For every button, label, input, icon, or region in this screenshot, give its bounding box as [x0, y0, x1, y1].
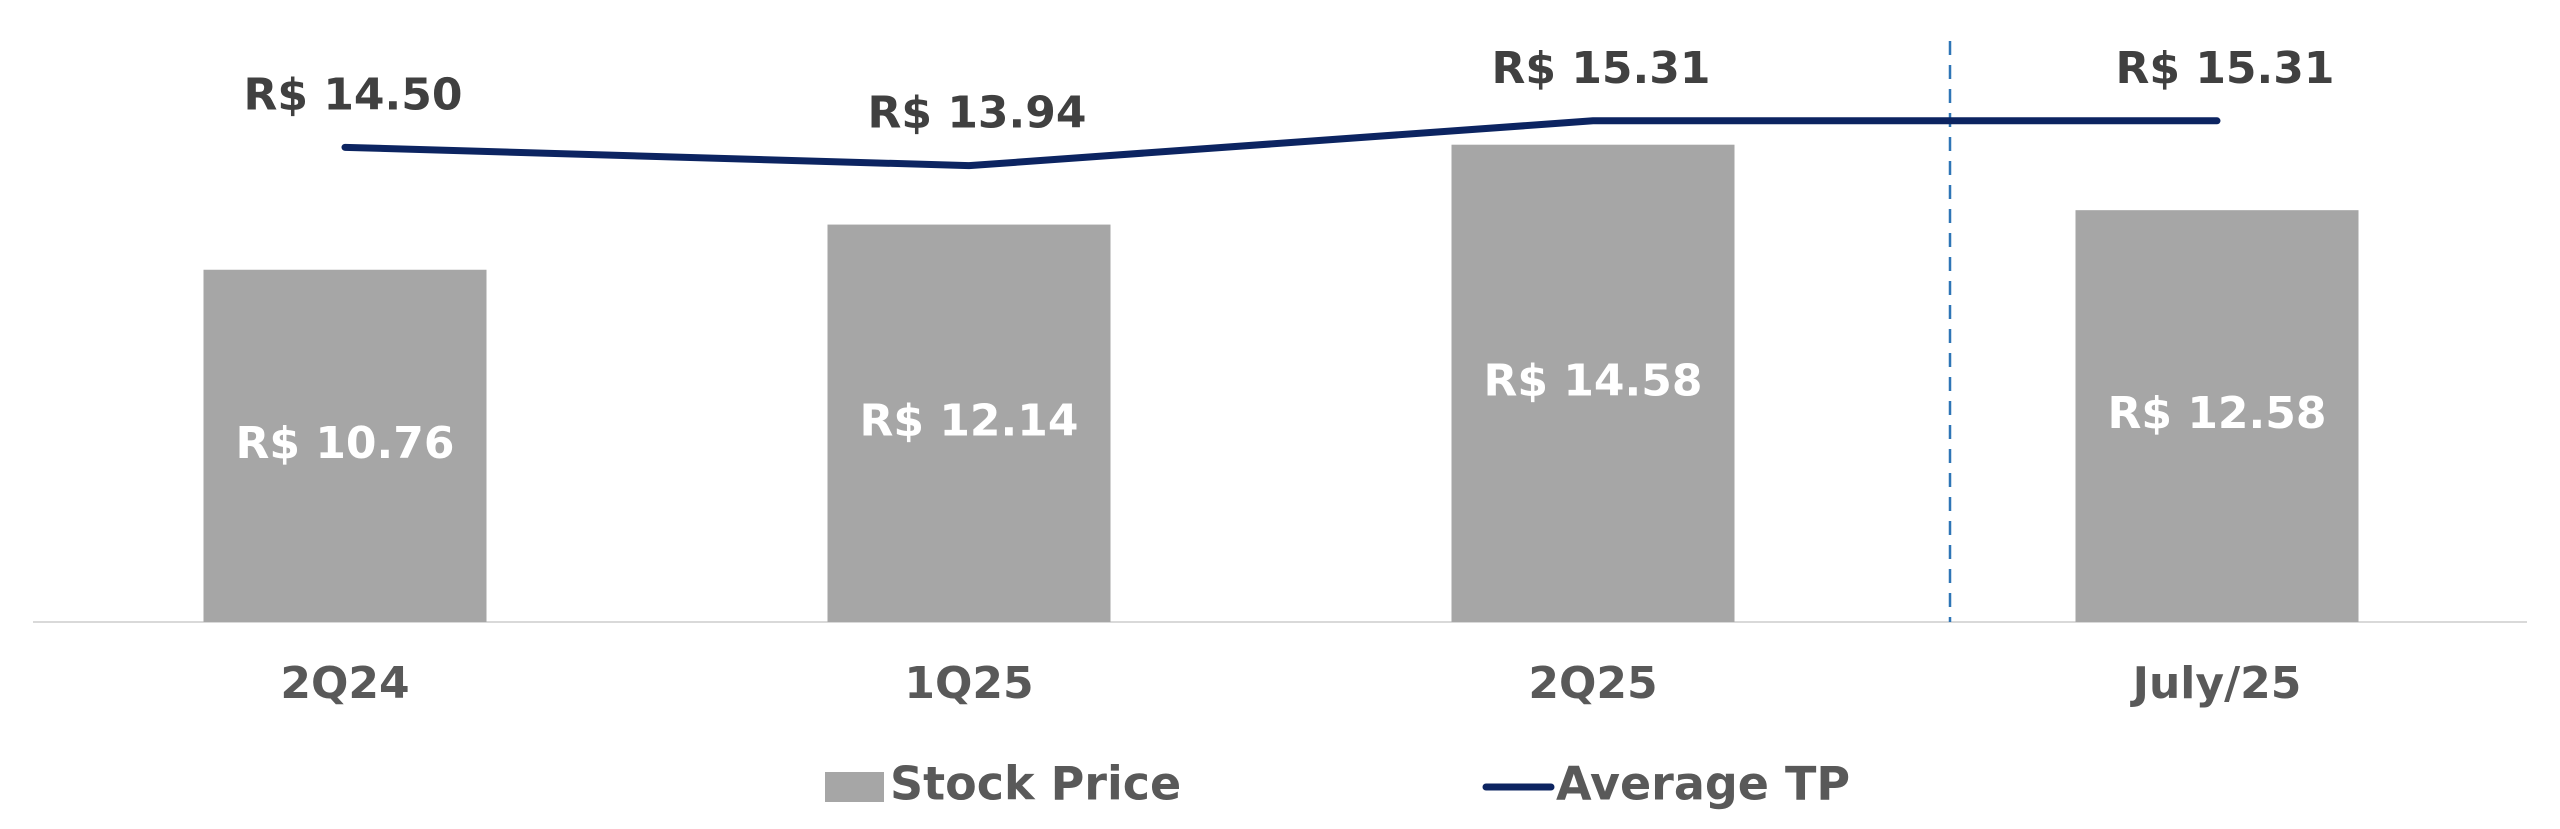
legend-label: Stock Price	[890, 757, 1181, 811]
bar-value-label: R$ 12.14	[860, 395, 1079, 446]
x-tick-label: 2Q25	[1528, 658, 1657, 709]
line-value-label: R$ 13.94	[868, 88, 1087, 139]
line	[341, 117, 2221, 170]
line-value-label: R$ 15.31	[1492, 43, 1711, 94]
bar	[2075, 210, 2359, 622]
bar	[203, 269, 487, 622]
bar	[827, 224, 1111, 622]
bar-value-label: R$ 14.58	[1484, 355, 1703, 406]
x-tick-label: July/25	[2130, 658, 2302, 709]
legend-swatch	[825, 772, 884, 802]
bar-value-label: R$ 12.58	[2108, 388, 2327, 439]
bar-value-label: R$ 10.76	[236, 418, 455, 469]
x-tick-label: 1Q25	[904, 658, 1033, 709]
line-value-label: R$ 15.31	[2116, 43, 2335, 94]
line-value-label: R$ 14.50	[244, 69, 463, 120]
bar	[1451, 144, 1735, 622]
legend-label: Average TP	[1556, 757, 1850, 811]
x-tick-label: 2Q24	[280, 658, 409, 709]
